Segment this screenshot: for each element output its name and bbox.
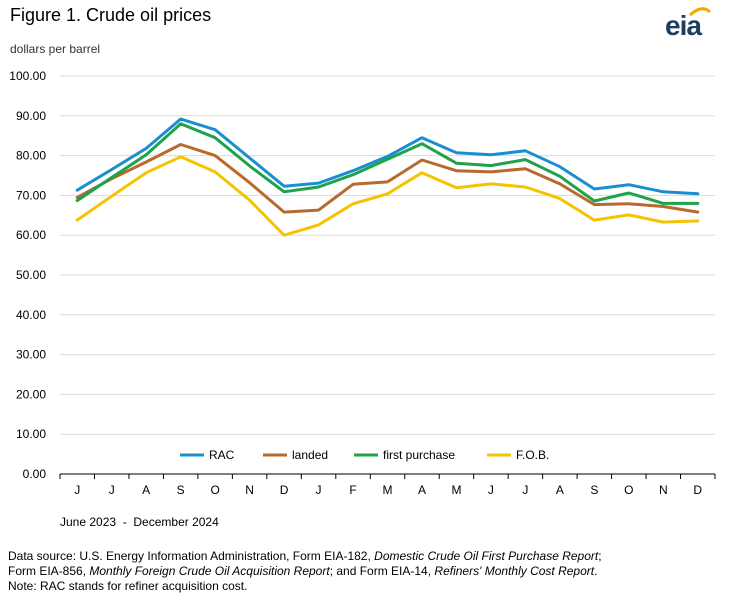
y-axis-units: dollars per barrel: [10, 42, 101, 56]
x-tick-label: J: [109, 483, 115, 497]
y-tick-label: 70.00: [16, 188, 46, 202]
logo-text: eia: [665, 10, 702, 41]
logo-arc-icon: [688, 7, 712, 17]
legend-label: first purchase: [383, 448, 455, 462]
x-tick-label: A: [556, 483, 564, 497]
x-tick-label: J: [522, 483, 528, 497]
legend-label: landed: [292, 448, 328, 462]
x-tick-label: F: [349, 483, 356, 497]
x-tick-label: S: [590, 483, 598, 497]
y-tick-label: 10.00: [16, 427, 46, 441]
y-tick-label: 90.00: [16, 109, 46, 123]
series-line-first-purchase: [75, 122, 700, 205]
chart-title: Figure 1. Crude oil prices: [10, 5, 212, 25]
x-axis-date-range: June 2023 - December 2024: [60, 515, 219, 529]
x-tick-label: O: [210, 483, 219, 497]
x-tick-label: S: [177, 483, 185, 497]
source-line-1: Data source: U.S. Energy Information Adm…: [8, 549, 602, 563]
y-tick-label: 80.00: [16, 149, 46, 163]
eia-logo: eia: [662, 6, 712, 42]
x-tick-label: J: [74, 483, 80, 497]
y-tick-label: 30.00: [16, 348, 46, 362]
x-tick-label: N: [659, 483, 668, 497]
y-tick-label: 60.00: [16, 228, 46, 242]
x-tick-label: O: [624, 483, 633, 497]
x-tick-label: N: [245, 483, 254, 497]
x-tick-label: D: [693, 483, 702, 497]
y-tick-label: 20.00: [16, 387, 46, 401]
x-tick-label: D: [280, 483, 289, 497]
x-tick-label: J: [316, 483, 322, 497]
series-line-landed: [75, 143, 700, 214]
x-tick-label: M: [383, 483, 393, 497]
source-line-2: Form EIA-856, Monthly Foreign Crude Oil …: [8, 564, 598, 578]
x-tick-label: A: [418, 483, 426, 497]
x-tick-label: J: [488, 483, 494, 497]
y-tick-label: 0.00: [23, 467, 47, 481]
y-tick-label: 100.00: [9, 69, 46, 83]
source-note-rac: Note: RAC stands for refiner acquisition…: [8, 579, 248, 593]
y-tick-label: 50.00: [16, 268, 46, 282]
y-tick-label: 40.00: [16, 308, 46, 322]
x-tick-label: A: [142, 483, 150, 497]
source-notes: Data source: U.S. Energy Information Adm…: [8, 549, 723, 594]
x-tick-label: M: [451, 483, 461, 497]
legend-label: RAC: [209, 448, 235, 462]
legend-label: F.O.B.: [516, 448, 549, 462]
series-line-f-o-b-: [75, 155, 700, 237]
